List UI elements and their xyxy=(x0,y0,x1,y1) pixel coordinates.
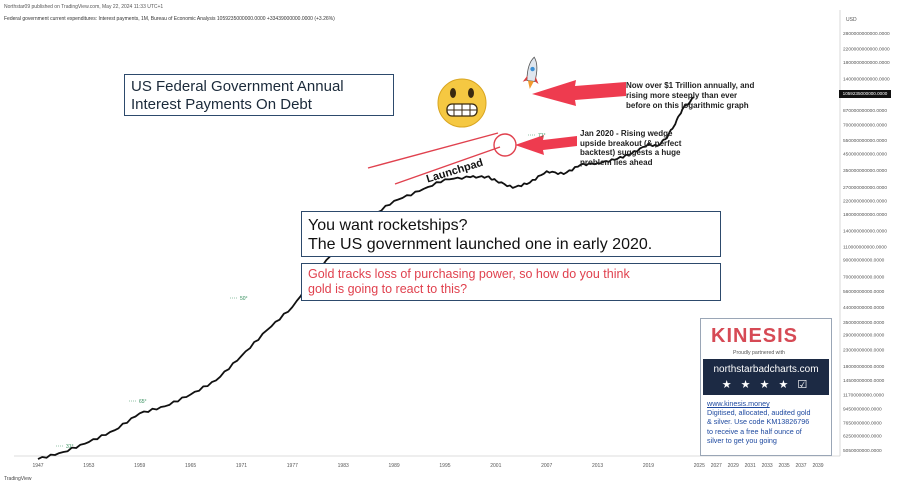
gold-line-1: Gold tracks loss of purchasing power, so… xyxy=(308,267,630,281)
y-tick-label: 180000000000.0000 xyxy=(843,212,887,218)
y-tick-label: 2800000000000.0000 xyxy=(843,31,890,37)
x-tick-label: 2039 xyxy=(812,463,823,469)
y-tick-label: 6250000000.0000 xyxy=(843,434,882,440)
x-tick-label: 2027 xyxy=(711,463,722,469)
y-tick-label: 11700000000.0000 xyxy=(843,392,884,398)
angle-label: 71° xyxy=(538,133,546,139)
title-box: US Federal Government Annual Interest Pa… xyxy=(124,74,394,116)
kinesis-body-line-1: Digitised, allocated, audited gold xyxy=(707,408,811,418)
grimacing-face-icon xyxy=(437,78,487,128)
x-tick-label: 1959 xyxy=(134,463,145,469)
y-tick-label: 23000000000.0000 xyxy=(843,348,885,354)
jan2020-line-4: problem lies ahead xyxy=(580,157,653,167)
y-tick-label: 14500000000.0000 xyxy=(843,378,885,384)
now-over-line-3: before on this logarithmic graph xyxy=(626,101,749,110)
x-tick-label: 1953 xyxy=(83,463,94,469)
y-tick-label: 56000000000.0000 xyxy=(843,289,885,295)
now-over-line-1: Now over $1 Trillion annually, and xyxy=(626,81,755,90)
rocketship-line-1: You want rocketships? xyxy=(308,217,468,234)
kinesis-link[interactable]: www.kinesis.money xyxy=(707,399,770,408)
y-tick-label: 220000000000.0000 xyxy=(843,199,887,205)
gold-line-2: gold is going to react to this? xyxy=(308,282,468,296)
y-tick-label: 44000000000.0000 xyxy=(843,305,885,311)
x-tick-label: 2033 xyxy=(762,463,773,469)
symbol-line: Federal government current expenditures:… xyxy=(4,16,335,22)
y-tick-label: 5050000000.0000 xyxy=(843,448,882,454)
jan2020-line-1: Jan 2020 - Rising wedge xyxy=(580,129,673,138)
jan2020-line-2: upside breakout (& perfect xyxy=(580,138,682,148)
x-tick-label: 2007 xyxy=(541,463,552,469)
currency-label: USD xyxy=(846,17,857,23)
now-over-line-2: rising more steeply than ever xyxy=(626,91,738,100)
x-tick-label: 1977 xyxy=(287,463,298,469)
x-tick-label: 2025 xyxy=(694,463,705,469)
x-tick-label: 1983 xyxy=(338,463,349,469)
x-tick-label: 2013 xyxy=(592,463,603,469)
rising-wedge xyxy=(367,132,501,185)
x-tick-label: 2001 xyxy=(490,463,501,469)
y-tick-label: 870000000000.0000 xyxy=(843,108,887,114)
gold-box: Gold tracks loss of purchasing power, so… xyxy=(301,263,721,301)
y-tick-label: 1800000000000.0000 xyxy=(843,60,890,66)
y-tick-label: 7650000000.0000 xyxy=(843,420,882,426)
kinesis-partner-line: Proudly partnered with xyxy=(733,350,785,356)
now-arrow xyxy=(532,80,626,106)
y-tick-label: 18000000000.0000 xyxy=(843,364,885,370)
y-tick-label: 450000000000.0000 xyxy=(843,151,887,157)
kinesis-body-line-3: to receive a free half ounce of xyxy=(707,426,802,436)
publisher-line: Northstar09 published on TradingView.com… xyxy=(4,4,164,10)
tradingview-logo: TradingView xyxy=(4,476,32,482)
title-line-2: Interest Payments On Debt xyxy=(131,96,312,113)
kinesis-header: KINESIS Proudly partnered with xyxy=(703,321,829,363)
y-tick-label: 140000000000.0000 xyxy=(843,229,887,235)
y-tick-label: 35000000000.0000 xyxy=(843,320,885,326)
x-tick-label: 2035 xyxy=(779,463,790,469)
x-tick-label: 1947 xyxy=(32,463,43,469)
y-tick-label: 9450000000.0000 xyxy=(843,406,882,412)
price-line xyxy=(37,96,695,460)
y-tick-label: 550000000000.0000 xyxy=(843,138,887,144)
y-tick-label: 700000000000.0000 xyxy=(843,122,887,128)
jan2020-arrow xyxy=(515,135,577,155)
kinesis-ad: KINESIS Proudly partnered with northstar… xyxy=(700,318,832,456)
x-tick-label: 1965 xyxy=(185,463,196,469)
rating-stars-icon: ★ ★ ★ ★ ☑ xyxy=(721,379,811,391)
angle-label: 65° xyxy=(139,399,147,405)
last-price-tag: 1059235000000.0000 xyxy=(839,90,891,98)
angle-label: 31° xyxy=(66,444,74,450)
rocketship-line-2: The US government launched one in early … xyxy=(308,236,653,253)
kinesis-body: www.kinesis.money Digitised, allocated, … xyxy=(707,399,831,445)
kinesis-site[interactable]: northstarbadcharts.com xyxy=(713,364,819,375)
x-tick-label: 2019 xyxy=(643,463,654,469)
x-tick-label: 1971 xyxy=(236,463,247,469)
kinesis-logo: KINESIS xyxy=(711,325,799,347)
y-tick-label: 2200000000000.0000 xyxy=(843,47,890,53)
y-tick-label: 70000000000.0000 xyxy=(843,274,885,280)
title-line-1: US Federal Government Annual xyxy=(131,78,344,95)
y-tick-label: 270000000000.0000 xyxy=(843,185,887,191)
x-tick-label: 2029 xyxy=(728,463,739,469)
x-tick-label: 2031 xyxy=(745,463,756,469)
y-tick-label: 90000000000.0000 xyxy=(843,258,885,264)
x-tick-label: 1995 xyxy=(439,463,450,469)
angle-label: 50° xyxy=(240,296,248,302)
x-tick-label: 1989 xyxy=(389,463,400,469)
jan2020-annotation: Jan 2020 - Rising wedge upside breakout … xyxy=(580,129,730,167)
y-tick-label: 110000000000.0000 xyxy=(843,244,887,250)
kinesis-body-line-4: silver to get you going xyxy=(707,435,777,445)
y-tick-label: 29000000000.0000 xyxy=(843,332,885,338)
jan2020-line-3: backtest) suggests a huge xyxy=(580,148,681,157)
y-tick-label: 1400000000000.0000 xyxy=(843,77,890,83)
now-over-annotation: Now over $1 Trillion annually, and risin… xyxy=(626,81,796,111)
y-tick-label: 350000000000.0000 xyxy=(843,168,887,174)
kinesis-body-line-2: & silver. Use code KM13826796 xyxy=(707,417,810,427)
kinesis-band: northstarbadcharts.com ★ ★ ★ ★ ☑ xyxy=(703,359,829,395)
x-tick-label: 2037 xyxy=(795,463,806,469)
rocketship-box: You want rocketships? The US government … xyxy=(301,211,721,257)
